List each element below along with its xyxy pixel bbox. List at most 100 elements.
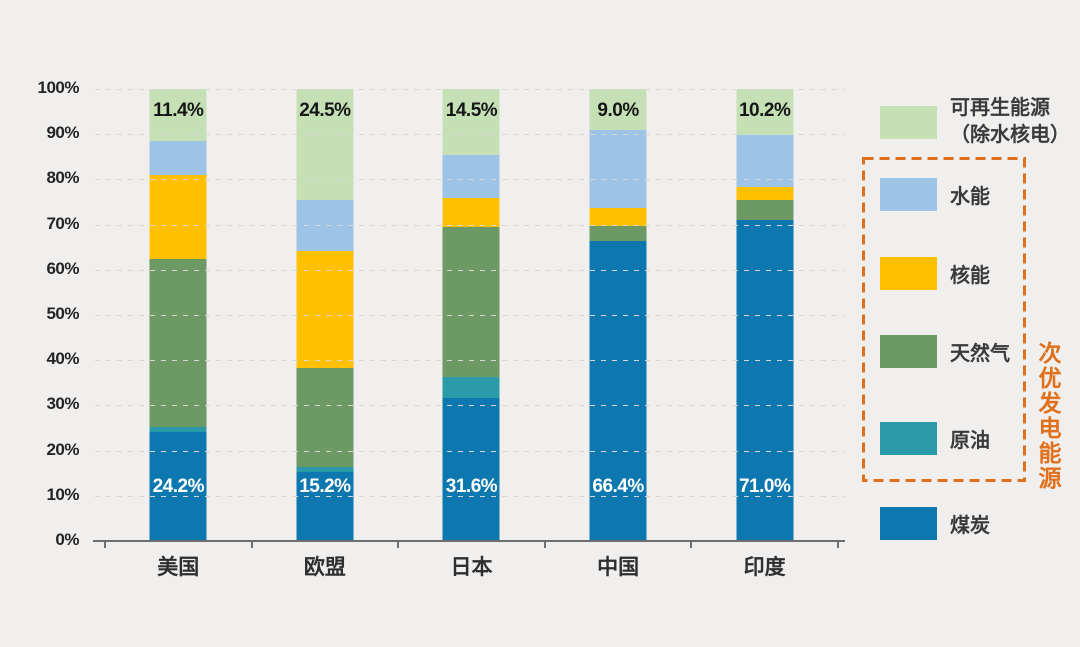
segment-gas: [589, 226, 647, 241]
segment-renewables: [442, 89, 500, 155]
category-slot: 10.2% 71.0% 印度: [691, 89, 838, 579]
bar-top-label: 10.2%: [738, 100, 791, 121]
legend-swatch: [880, 178, 937, 211]
legend: 可再生能源 （除水核电） 水能 核能 天然气 原油 煤炭: [880, 95, 1080, 540]
legend-item-hydro: 水能: [880, 178, 990, 211]
segment-nuclear: [736, 186, 794, 201]
category-slot: 11.4% 24.2% 美国: [105, 89, 252, 579]
y-tick-label: 20%: [46, 439, 79, 459]
y-tick-label: 50%: [46, 304, 79, 323]
gridline: [95, 224, 845, 226]
category-slot: 14.5% 31.6% 日本: [398, 89, 545, 579]
x-axis-tick: [543, 541, 546, 548]
segment-nuclear: [296, 250, 354, 368]
bars: 11.4% 24.2% 美国 24.5% 15.2% 欧盟 14.5% 31.6% 日本 9.0%…: [105, 89, 838, 579]
suboptimal-group-label: 次优发电能源: [1035, 341, 1061, 491]
legend-item-label: 原油: [950, 430, 990, 452]
bar-bottom-label: 71.0%: [738, 476, 791, 497]
category-label: 日本: [450, 556, 493, 579]
legend-swatch: [880, 105, 937, 139]
gridline: [95, 405, 845, 407]
suboptimal-group-box: [862, 157, 1026, 482]
gridline: [95, 315, 845, 316]
y-tick-label: 0%: [55, 530, 79, 549]
x-axis-tick: [397, 541, 400, 548]
segment-coal: [442, 398, 500, 541]
stacked-bar: 9.0% 66.4%: [589, 89, 647, 541]
legend-item-renewables: 可再生能源 （除水核电）: [880, 95, 1070, 149]
segment-coal: [589, 240, 647, 541]
legend-item-oil: 原油: [880, 422, 990, 455]
y-tick-label: 30%: [46, 394, 79, 414]
x-axis-tick: [104, 541, 106, 548]
x-axis-line: [93, 540, 845, 542]
segment-renewables: [736, 89, 794, 136]
segment-coal: [149, 431, 207, 541]
legend-swatch: [880, 335, 937, 368]
segment-coal: [296, 472, 354, 541]
segment-hydro: [149, 140, 207, 176]
y-tick-label: 40%: [46, 349, 79, 369]
segment-coal: [736, 220, 794, 541]
segment-nuclear: [589, 208, 647, 227]
bar-top-label: 14.5%: [445, 100, 498, 121]
legend-swatch: [880, 257, 937, 290]
plot-area: 11.4% 24.2% 美国 24.5% 15.2% 欧盟 14.5% 31.6% 日本 9.0%…: [93, 89, 845, 579]
legend-item-label: 可再生能源: [950, 97, 1050, 119]
bar-bottom-label: 24.2%: [152, 476, 205, 497]
legend-item-label: 核能: [950, 265, 990, 287]
segment-gas: [442, 226, 500, 377]
gridline: [95, 269, 845, 271]
y-tick-label: 100%: [37, 78, 80, 97]
legend-item-label: （除水核电）: [950, 124, 1070, 146]
legend-item-label: 天然气: [950, 343, 1010, 365]
segment-renewables: [589, 89, 647, 130]
legend-item-label: 水能: [950, 186, 990, 208]
legend-swatch: [880, 507, 937, 540]
legend-item-gas: 天然气: [880, 335, 1010, 368]
segment-gas: [736, 200, 794, 221]
y-tick-label: 90%: [46, 123, 79, 143]
segment-hydro: [589, 129, 647, 209]
category-label: 印度: [743, 556, 786, 579]
segment-oil: [149, 427, 207, 432]
legend-item-nuclear: 核能: [880, 257, 990, 290]
y-tick-label: 80%: [46, 168, 79, 188]
bar-bottom-label: 31.6%: [445, 476, 498, 497]
gridline: [95, 89, 845, 90]
segment-nuclear: [149, 175, 207, 260]
segment-renewables: [296, 89, 354, 200]
segment-hydro: [442, 154, 500, 198]
segment-renewables: [149, 89, 207, 141]
segment-oil: [296, 466, 354, 473]
segment-gas: [149, 259, 207, 428]
stacked-bar: 14.5% 31.6%: [442, 89, 500, 541]
bar-bottom-label: 66.4%: [592, 476, 644, 497]
bar-top-label: 11.4%: [153, 100, 204, 121]
y-tick-label: 70%: [46, 213, 79, 233]
category-label: 欧盟: [303, 556, 346, 579]
gridline: [95, 360, 845, 362]
y-tick-label: 60%: [46, 258, 79, 278]
x-axis-tick: [690, 541, 693, 548]
legend-item-label: 煤炭: [950, 515, 990, 537]
x-axis-tick: [837, 541, 839, 548]
segment-oil: [442, 376, 500, 399]
gridline: [95, 134, 845, 136]
legend-item-coal: 煤炭: [880, 507, 990, 540]
category-label: 中国: [597, 556, 640, 579]
gridline: [95, 179, 845, 181]
segment-hydro: [736, 135, 794, 187]
category-label: 美国: [157, 556, 200, 579]
gridline: [95, 450, 845, 452]
bar-top-label: 24.5%: [299, 100, 351, 121]
stacked-bar: 10.2% 71.0%: [736, 89, 794, 541]
y-tick-label: 10%: [46, 484, 79, 504]
y-axis: 100% 90% 80% 70% 60% 50% 40% 30% 20% 10% 0%: [0, 78, 86, 549]
bar-top-label: 9.0%: [597, 100, 639, 121]
legend-swatch: [880, 422, 937, 455]
stacked-bar: 11.4% 24.2%: [149, 89, 207, 541]
segment-gas: [296, 367, 354, 467]
category-slot: 9.0% 66.4% 中国: [545, 89, 692, 579]
